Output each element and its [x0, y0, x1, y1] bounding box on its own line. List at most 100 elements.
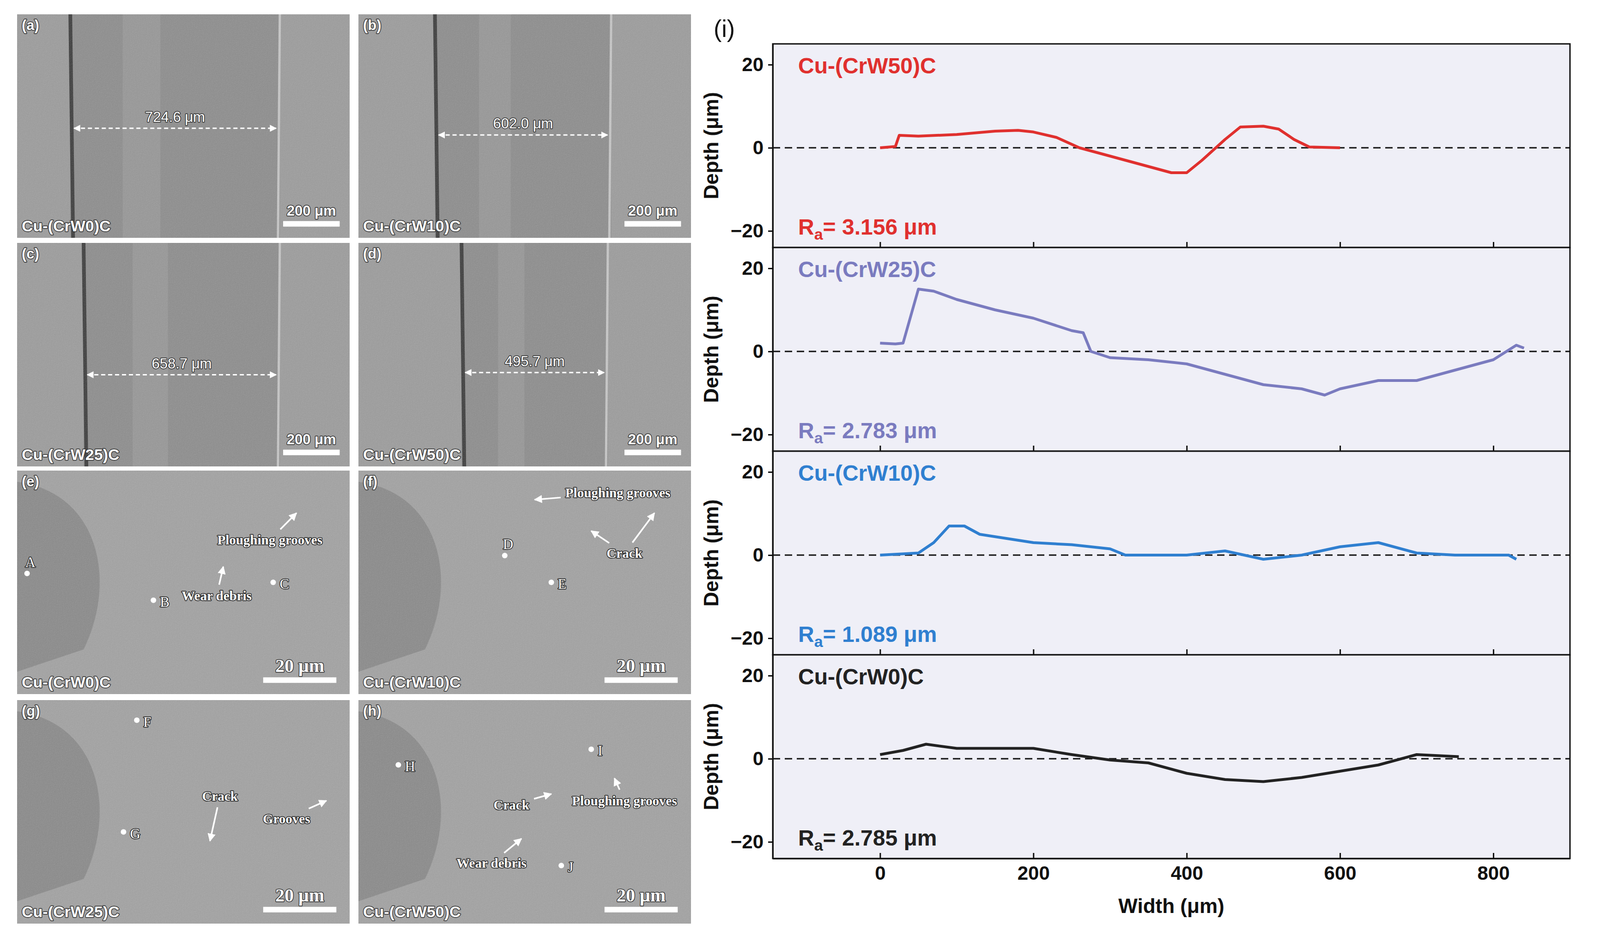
scale-bar: [283, 449, 340, 456]
axis-line: [772, 44, 774, 249]
sem-panel: (a)Cu-(CrW0)C200 μm724.6 μm: [17, 14, 350, 238]
x-tick: [1339, 242, 1341, 248]
scale-bar-label: 20 μm: [275, 655, 325, 677]
roughness-label: Ra= 3.156 μm: [798, 214, 937, 243]
sem-background: [17, 14, 350, 238]
subplot: Cu-(CrW50)CRa= 3.156 μm−20020Depth (μm): [699, 43, 1571, 249]
sem-background: [358, 470, 691, 695]
x-tick: [1033, 445, 1034, 452]
point-dot: [24, 570, 31, 577]
sem-image: [358, 14, 691, 238]
point-dot: [270, 579, 276, 586]
y-axis: −20020: [730, 655, 774, 860]
point-label: E: [557, 575, 567, 593]
x-tick: [1493, 242, 1494, 248]
panel-letter: (e): [21, 473, 40, 490]
y-tick-label: 0: [752, 136, 764, 159]
width-arrow: [87, 374, 277, 376]
x-tick: [1493, 445, 1494, 452]
y-tick-label: −20: [730, 830, 764, 853]
sem-panel: (b)Cu-(CrW10)C200 μm602.0 μm: [358, 14, 691, 238]
point-label: I: [597, 742, 603, 759]
panel-letter: (d): [363, 245, 382, 262]
annotation: Wear debris: [456, 855, 527, 871]
annotation-arrow: [534, 497, 561, 500]
x-tick-mark: [879, 853, 881, 859]
series-line: [879, 289, 1524, 396]
sem-texture: [17, 700, 350, 924]
sem-background: [358, 14, 691, 238]
width-label: 495.7 μm: [504, 353, 565, 370]
annotation-arrow: [614, 778, 620, 790]
scale-bar: [263, 677, 337, 684]
x-tick: 600: [1324, 853, 1357, 885]
point-dot: [133, 717, 140, 724]
sample-label: Cu-(CrW0)C: [21, 673, 111, 691]
plot-background: [772, 451, 1570, 655]
y-tick: −20: [730, 830, 773, 853]
annotation: Crack: [493, 797, 530, 813]
y-tick-mark: [768, 675, 773, 677]
y-tick: 20: [741, 53, 773, 76]
y-tick-mark: [768, 147, 773, 149]
sem-background: [17, 470, 350, 695]
scale-bar-label: 20 μm: [616, 655, 666, 677]
sem-image: [17, 470, 350, 695]
x-tick-mark: [1186, 242, 1188, 248]
sem-image: [358, 242, 691, 467]
annotation: Ploughing grooves: [571, 793, 677, 809]
x-tick-mark: [1339, 445, 1341, 452]
plot-area: [772, 289, 1570, 396]
panel-letter: (f): [363, 473, 378, 490]
series-label: Cu-(CrW10)C: [798, 460, 937, 486]
y-axis-title: Depth (μm): [699, 499, 723, 607]
sem-texture: [17, 14, 350, 238]
subplot: Cu-(CrW25)CRa= 2.783 μm−20020Depth (μm): [699, 247, 1571, 452]
y-tick: −20: [730, 219, 773, 242]
annotation: Grooves: [262, 811, 311, 827]
annotation: Crack: [202, 788, 239, 804]
x-tick-mark: [1032, 242, 1035, 248]
point-label: G: [129, 825, 140, 843]
x-tick: [879, 649, 881, 655]
x-tick: [879, 242, 881, 248]
x-tick-label: 0: [874, 862, 886, 885]
sem-panel: (f)Cu-(CrW10)C20 μmDEPloughing groovesCr…: [358, 470, 691, 695]
y-tick-mark: [768, 351, 773, 353]
y-axis: −20020: [730, 248, 774, 452]
annotation-arrow: [503, 838, 522, 854]
plot-frame: [772, 43, 1570, 248]
y-axis: −20020: [730, 451, 774, 656]
panel-letter: (a): [21, 17, 40, 34]
x-axis: 0 200 400 600 800: [773, 853, 1571, 885]
plot-area: [772, 526, 1570, 560]
x-tick-label: 400: [1170, 862, 1204, 885]
sem-background: [358, 700, 691, 924]
y-tick-label: 0: [752, 544, 764, 566]
x-tick-label: 200: [1017, 862, 1050, 885]
y-tick-label: 20: [741, 257, 764, 279]
annotation: Ploughing grooves: [217, 532, 322, 548]
x-tick: 800: [1477, 853, 1510, 885]
sem-panel: (h)Cu-(CrW50)C20 μmHIJCrackPloughing gro…: [358, 700, 691, 924]
x-tick: [879, 445, 881, 452]
annotation: Wear debris: [181, 588, 252, 604]
y-tick: 20: [741, 257, 773, 279]
y-tick-mark: [768, 554, 773, 557]
scale-bar-label: 200 μm: [628, 431, 678, 448]
width-arrow: [73, 127, 277, 129]
y-tick-label: 20: [741, 460, 764, 483]
y-tick-mark: [768, 758, 773, 760]
series-line: [879, 526, 1516, 560]
y-axis-title: Depth (μm): [699, 703, 723, 811]
x-tick-mark: [879, 649, 881, 655]
reference-line: [772, 351, 1570, 353]
plot-frame: [772, 247, 1570, 452]
plot-area: [772, 744, 1570, 782]
x-tick-mark: [1032, 853, 1035, 859]
subplot: Cu-(CrW10)CRa= 1.089 μm−20020Depth (μm): [699, 451, 1571, 656]
point-label: B: [159, 593, 170, 611]
x-tick: 0: [874, 853, 886, 885]
y-tick-label: 0: [752, 747, 764, 770]
point-dot: [558, 862, 564, 869]
